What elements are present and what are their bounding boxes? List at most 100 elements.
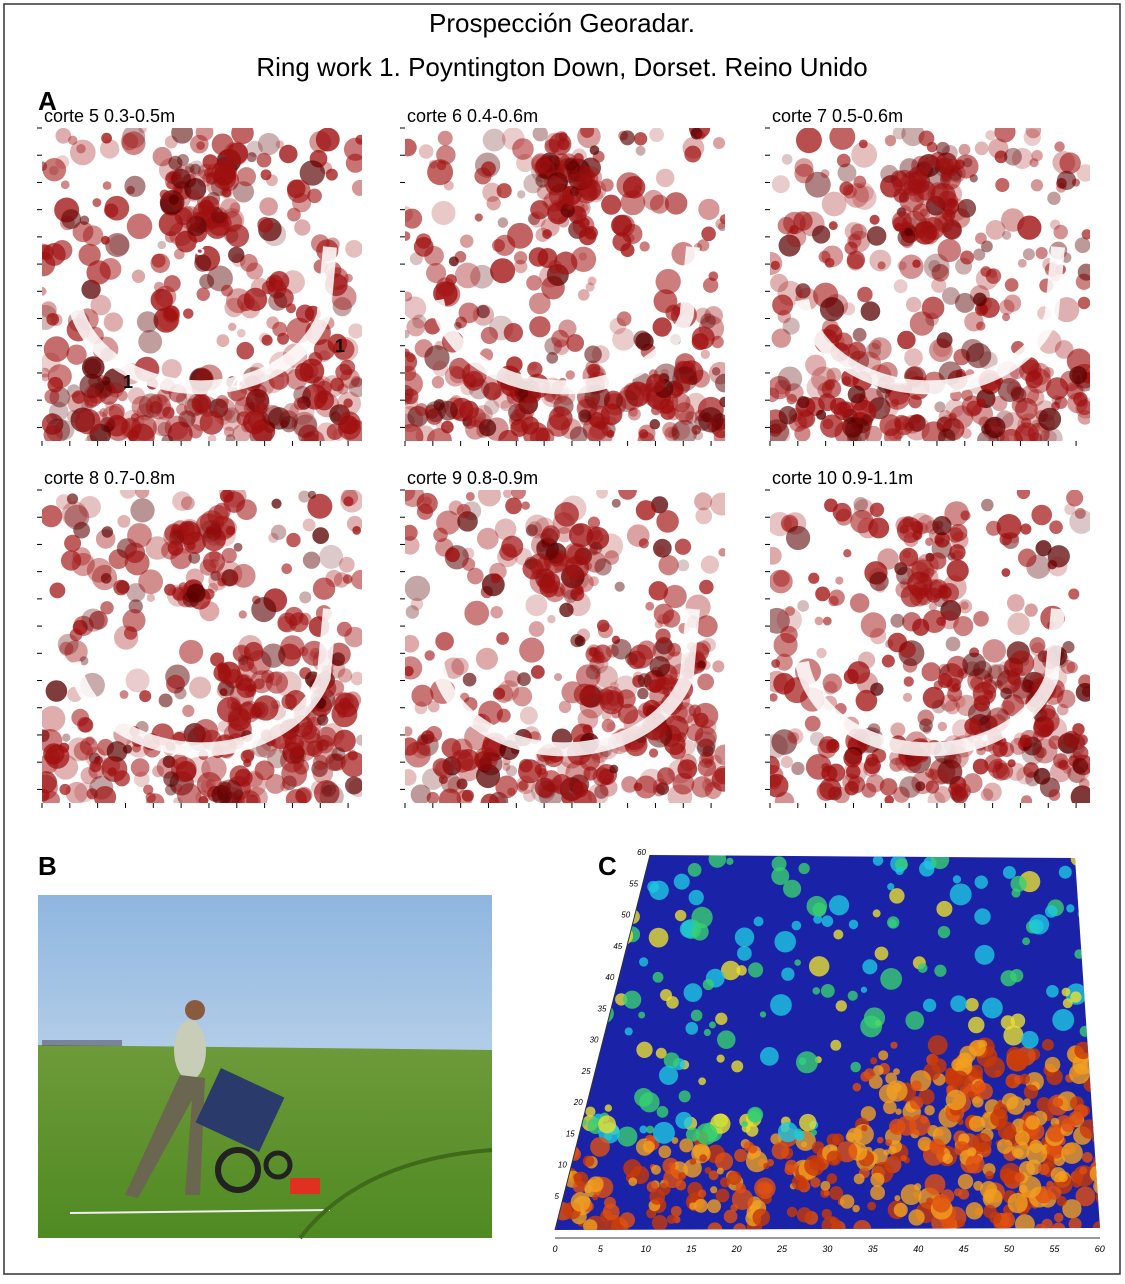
- blob: [947, 686, 962, 701]
- blob: [960, 787, 970, 797]
- blob: [936, 142, 950, 156]
- blob: [131, 758, 150, 777]
- surface-blob: [796, 1051, 818, 1073]
- surface-blob: [833, 929, 843, 939]
- blob: [1058, 760, 1068, 770]
- slice-caption: corte 7 0.5-0.6m: [772, 106, 903, 126]
- blob: [161, 435, 173, 447]
- surface-blob: [895, 867, 903, 875]
- blob: [179, 206, 194, 221]
- surface-blob: [1062, 988, 1071, 997]
- blob: [506, 765, 517, 776]
- surface-blob: [699, 1154, 707, 1162]
- surface-blob: [1095, 1045, 1108, 1058]
- blob: [564, 158, 577, 171]
- x-tick-label: 30: [822, 1244, 832, 1254]
- surface-blob: [625, 1027, 633, 1035]
- blob: [695, 726, 717, 748]
- blob: [977, 430, 999, 452]
- blob: [786, 394, 797, 405]
- blob: [911, 521, 923, 533]
- blob: [525, 594, 547, 616]
- surface-blob: [1025, 1115, 1039, 1129]
- blob: [132, 270, 145, 283]
- blob: [460, 234, 473, 247]
- surface-blob: [1113, 966, 1125, 987]
- blob: [503, 489, 512, 498]
- blob: [425, 650, 435, 660]
- blob: [103, 181, 112, 190]
- blob: [663, 585, 686, 608]
- surface-3d: 0510152025303540455055605101520253035404…: [552, 848, 1125, 1254]
- surface-blob: [1011, 888, 1020, 897]
- surface-blob: [938, 926, 950, 938]
- blob: [419, 144, 434, 159]
- blob: [778, 367, 802, 391]
- surface-blob: [958, 1174, 973, 1189]
- y-tick-label: 35: [598, 1004, 607, 1013]
- surface-blob: [1059, 866, 1072, 879]
- blob: [80, 216, 90, 226]
- blob: [327, 424, 343, 440]
- blob: [130, 498, 154, 522]
- blob: [673, 377, 690, 394]
- blob: [610, 318, 627, 335]
- surface-blob: [979, 1145, 986, 1152]
- blob: [640, 241, 650, 251]
- blob: [687, 714, 699, 726]
- surface-blob: [847, 1128, 863, 1144]
- surface-blob: [714, 1113, 728, 1127]
- blob: [1057, 171, 1076, 190]
- blob: [875, 583, 885, 593]
- blob: [259, 197, 278, 216]
- surface-blob: [754, 916, 764, 926]
- blob: [548, 260, 561, 273]
- y-tick-label: 10: [558, 1161, 567, 1170]
- surface-blob: [1071, 852, 1085, 866]
- blob: [296, 305, 314, 323]
- blob: [1029, 637, 1045, 653]
- blob: [226, 224, 249, 247]
- blob: [271, 499, 281, 509]
- blob: [127, 214, 153, 240]
- blob: [1023, 248, 1035, 260]
- blob: [192, 394, 212, 414]
- blob: [1046, 377, 1069, 400]
- blob: [764, 547, 782, 565]
- blob: [1062, 641, 1074, 653]
- surface-blob: [969, 1116, 985, 1132]
- blob: [853, 328, 867, 342]
- surface-blob: [715, 1013, 727, 1025]
- blob: [232, 564, 256, 588]
- blob: [246, 263, 263, 280]
- blob: [554, 673, 562, 681]
- surface-blob: [998, 1122, 1016, 1140]
- blob: [712, 768, 736, 792]
- surface-blob: [798, 863, 809, 874]
- surface-blob: [724, 1210, 738, 1224]
- surface-blob: [1056, 1196, 1066, 1206]
- surface-blob: [1101, 1188, 1110, 1197]
- blob: [179, 640, 203, 664]
- surface-blob: [760, 1047, 779, 1066]
- surface-blob: [1084, 973, 1092, 981]
- blob: [546, 176, 566, 196]
- blob: [941, 184, 962, 205]
- blob: [293, 759, 309, 775]
- blob: [462, 790, 474, 802]
- surface-blob: [748, 1144, 757, 1153]
- x-tick-label: 0: [552, 1244, 557, 1254]
- blob: [151, 254, 170, 273]
- surface-blob: [1082, 1152, 1093, 1163]
- blob: [835, 577, 843, 585]
- blob: [786, 526, 810, 550]
- blob: [992, 742, 1007, 757]
- blob: [771, 261, 780, 270]
- surface-blob: [717, 1030, 736, 1049]
- surface-blob: [957, 1219, 965, 1227]
- blob: [504, 323, 523, 342]
- blob: [83, 225, 104, 246]
- surface-blob: [778, 1122, 798, 1142]
- blob: [401, 231, 411, 241]
- blob: [791, 762, 804, 775]
